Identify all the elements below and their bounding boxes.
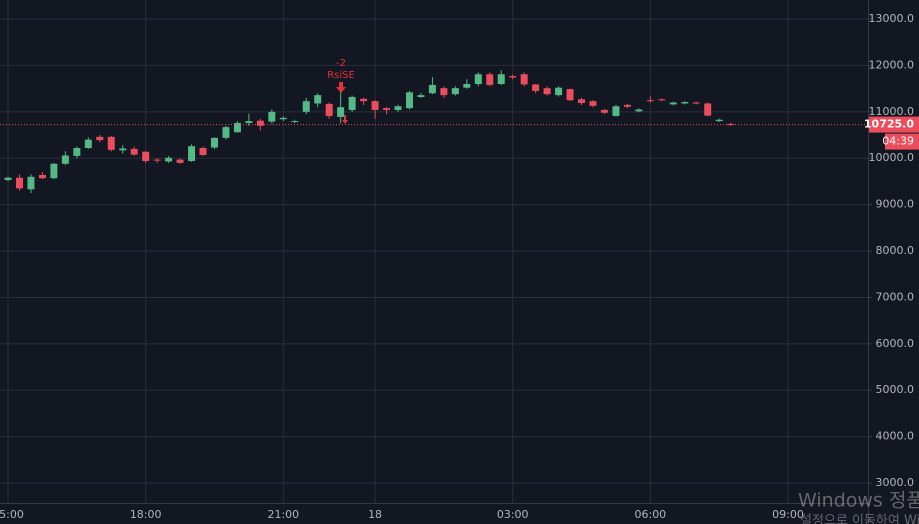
y-tick-label: 13000.0	[869, 12, 915, 25]
countdown-box	[885, 133, 919, 150]
candle-body	[233, 122, 241, 133]
countdown-label: 04:39	[882, 135, 914, 148]
candle-body	[383, 108, 391, 110]
candle-body	[348, 96, 356, 110]
watermark: Windows 정품 인증 설정으로 이동하여 Windows를 정품 인증합니…	[798, 490, 919, 524]
candle-body	[474, 74, 482, 84]
candle-body	[646, 100, 654, 102]
candle-body	[440, 88, 448, 96]
candle-body	[451, 88, 459, 95]
candle-body	[325, 103, 333, 117]
candle-body	[543, 88, 551, 95]
candle-body	[520, 74, 528, 85]
x-tick-label: 09:00	[772, 508, 804, 521]
candle-body	[165, 157, 173, 162]
candle-body	[84, 139, 92, 149]
candle-body	[371, 101, 379, 110]
candle-body	[176, 159, 184, 163]
candle-body	[130, 148, 138, 155]
candle-body	[337, 107, 345, 117]
y-tick-label: 4000.0	[876, 430, 915, 443]
candle-body	[405, 92, 413, 109]
last-price-box	[869, 116, 919, 133]
grid	[0, 0, 868, 503]
candle-body	[268, 111, 276, 122]
candle-body	[394, 106, 402, 110]
candle-body	[509, 76, 517, 78]
x-tick-label: 06:00	[634, 508, 666, 521]
candle-body	[463, 83, 471, 88]
watermark-subtitle: 설정으로 이동하여 Windows를 정품 인증합니다.	[800, 514, 919, 524]
candle-body	[532, 84, 540, 91]
y-tick-label: 6000.0	[876, 337, 915, 350]
candle-body	[314, 95, 322, 104]
x-tick-label: 18	[368, 508, 382, 521]
candle-body	[360, 98, 368, 102]
candle-body	[658, 99, 666, 101]
candle-body	[50, 163, 58, 179]
signal-fill-arrow	[342, 115, 348, 124]
last-price-label: 10725.0	[864, 118, 914, 131]
signal: -2 RsiSE	[327, 58, 355, 124]
candle-body	[417, 95, 425, 97]
y-tick-label: 7000.0	[876, 290, 915, 303]
candle-body	[428, 84, 436, 94]
watermark-title: Windows 정품 인증	[798, 490, 919, 512]
candle-body	[210, 137, 218, 148]
candle-body	[27, 176, 35, 190]
candle-body	[38, 174, 46, 179]
candle-body	[555, 87, 563, 96]
candle-body	[188, 146, 196, 162]
y-tick-label: 12000.0	[869, 58, 915, 71]
candle-body	[73, 148, 81, 156]
candle-body	[681, 102, 689, 104]
x-tick-label: 18:00	[130, 508, 162, 521]
candle-body	[669, 102, 677, 105]
candle-body	[566, 89, 574, 101]
x-tick-label: 21:00	[267, 508, 299, 521]
candle-body	[4, 177, 12, 181]
candle-body	[704, 103, 712, 116]
candles	[0, 70, 868, 194]
candle-body	[600, 109, 608, 113]
candle-body	[15, 177, 23, 189]
labels: 3000.0 4000.0 5000.0 6000.0 7000.0 8000.0 9000…	[0, 12, 919, 521]
y-tick-label: 5000.0	[876, 383, 915, 396]
candle-body	[119, 148, 127, 151]
candle-body	[623, 104, 631, 107]
candle-body	[199, 148, 207, 155]
candle-body	[589, 101, 597, 106]
candle-body	[61, 155, 69, 164]
y-tick-label: 9000.0	[876, 198, 915, 211]
signal-name: RsiSE	[327, 70, 355, 81]
candle-body	[578, 99, 586, 104]
y-tick-label: 10000.0	[869, 151, 915, 164]
candle-body	[107, 136, 115, 150]
candle-body	[727, 123, 735, 125]
candle-body	[96, 136, 104, 141]
candle-body	[635, 109, 643, 112]
candle-body	[153, 159, 161, 161]
candle-body	[222, 127, 230, 138]
y-tick-label: 11000.0	[869, 105, 915, 118]
candle-body	[497, 74, 505, 84]
candle-body	[486, 74, 494, 85]
x-tick-label: 15:00	[0, 508, 24, 521]
candle-body	[142, 151, 150, 162]
signal-arrow	[336, 82, 346, 93]
candle-body	[256, 120, 264, 126]
y-tick-label: 8000.0	[876, 244, 915, 257]
signal-quantity: -2	[336, 58, 346, 69]
x-tick-label: 03:00	[497, 508, 529, 521]
candle-body	[279, 117, 287, 120]
candle-body	[291, 121, 299, 123]
candle-body	[692, 102, 700, 104]
y-tick-label: 3000.0	[876, 476, 915, 489]
candle-body	[612, 106, 620, 117]
candle-body	[302, 101, 310, 112]
candle-body	[715, 119, 723, 122]
candle-body	[245, 121, 253, 123]
